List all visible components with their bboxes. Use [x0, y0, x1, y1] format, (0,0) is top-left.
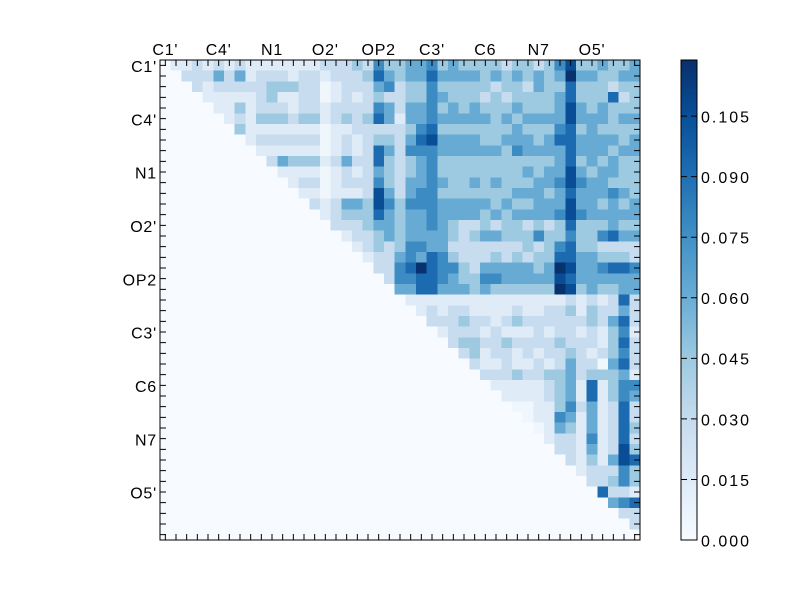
svg-text:0.000: 0.000	[701, 533, 751, 550]
svg-text:0.090: 0.090	[701, 170, 751, 187]
svg-text:C1': C1'	[152, 42, 178, 59]
svg-text:C4': C4'	[131, 112, 157, 129]
svg-text:C1': C1'	[131, 59, 157, 76]
svg-text:C3': C3'	[419, 42, 445, 59]
svg-text:C3': C3'	[131, 326, 157, 343]
svg-text:N7: N7	[528, 42, 550, 59]
svg-text:N1: N1	[261, 42, 283, 59]
svg-text:0.060: 0.060	[701, 291, 751, 308]
svg-text:0.075: 0.075	[701, 231, 751, 248]
svg-text:OP2: OP2	[123, 272, 157, 289]
svg-text:C6: C6	[135, 379, 157, 396]
svg-text:0.045: 0.045	[701, 352, 751, 369]
svg-text:C6: C6	[474, 42, 496, 59]
svg-text:O2': O2'	[312, 42, 339, 59]
svg-text:0.105: 0.105	[701, 110, 751, 127]
svg-text:O5': O5'	[579, 42, 606, 59]
svg-text:O2': O2'	[130, 219, 157, 236]
svg-text:C4': C4'	[206, 42, 232, 59]
svg-text:N7: N7	[135, 432, 157, 449]
svg-text:0.030: 0.030	[701, 412, 751, 429]
svg-text:N1: N1	[135, 166, 157, 183]
svg-text:OP2: OP2	[361, 42, 395, 59]
svg-text:O5': O5'	[130, 486, 157, 503]
svg-text:0.015: 0.015	[701, 473, 751, 490]
